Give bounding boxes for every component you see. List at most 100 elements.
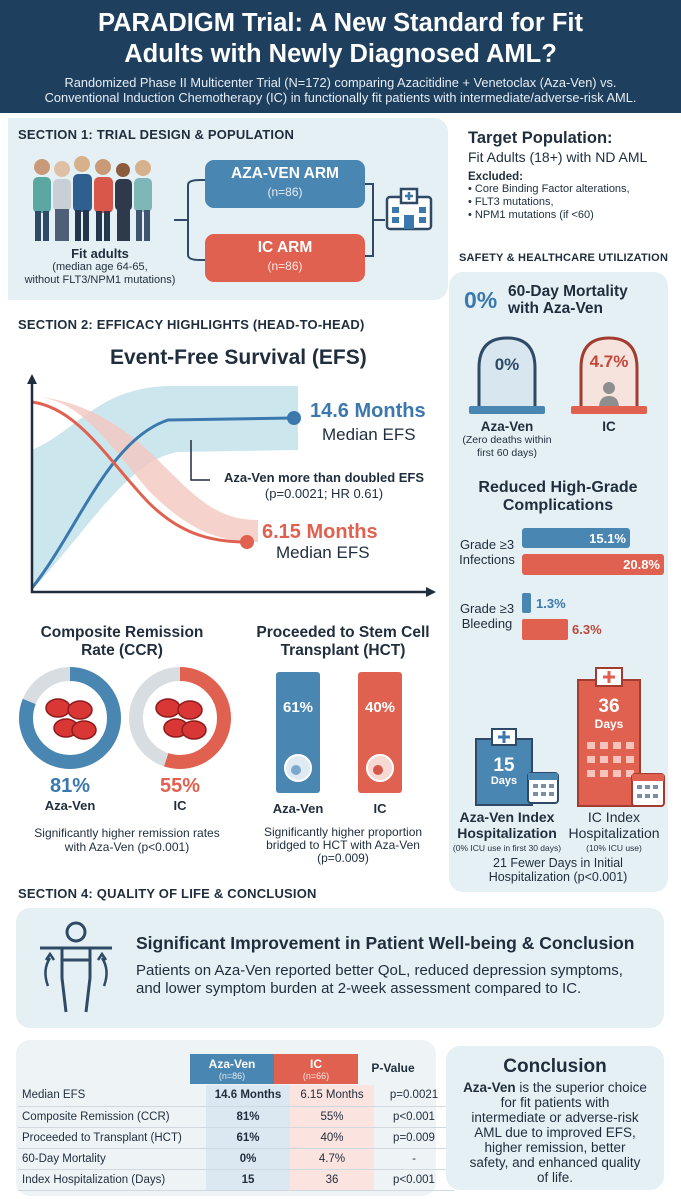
qol-title: Significant Improvement in Patient Well-… (136, 933, 635, 953)
wellbeing-person-icon (40, 921, 112, 1013)
hct-title-1: Proceeded to Stem Cell (256, 624, 430, 641)
red-blood-cell-icon (71, 720, 97, 740)
subtitle-line-1: Randomized Phase II Multicenter Trial (N… (64, 75, 617, 90)
ccr-title: Composite Remission Rate (CCR) (12, 624, 232, 660)
table-cell-metric: Index Hospitalization (Days) (18, 1169, 206, 1191)
target-title: Target Population: (468, 129, 613, 147)
ccr-ic-donut-arc (129, 667, 231, 769)
table-cell-p: - (374, 1148, 454, 1170)
stone-aza-value: 0% (494, 355, 520, 374)
person-icon (53, 161, 71, 241)
efs-chart-title: Event-Free Survival (EFS) (110, 346, 367, 369)
bleeding-bar-ic (522, 619, 568, 640)
subtitle-line-2: Conventional Induction Chemotherapy (IC)… (44, 90, 637, 105)
ccr-title-2: Rate (CCR) (81, 642, 163, 659)
table-cell-p: p=0.009 (374, 1127, 454, 1149)
ccr-note-2: with Aza-Ven (p<0.001) (64, 840, 190, 854)
section2-title: SECTION 2: EFFICACY HIGHLIGHTS (HEAD-TO-… (18, 317, 365, 332)
ic-efs-label: Median EFS (276, 543, 370, 562)
tombstone-aza-icon (469, 336, 545, 414)
table-col-ic: IC (310, 1057, 322, 1071)
header-banner: PARADIGM Trial: A New Standard for Fit A… (0, 0, 681, 113)
infect-label-1: Grade ≥3 (459, 537, 515, 552)
qol-line-1: Patients on Aza-Ven reported better QoL,… (136, 962, 623, 979)
ccr-ic-label: IC (173, 798, 187, 813)
table-col-p: P-Value (371, 1061, 415, 1075)
infections-bar-ic (522, 554, 664, 575)
hosp-aza-note: (0% ICU use in first 30 days) (452, 843, 562, 853)
table-cell-metric: Proceeded to Transplant (HCT) (18, 1127, 206, 1149)
hospital-icon (385, 187, 433, 231)
mortality-label: 60-Day Mortality with Aza-Ven (508, 283, 628, 317)
table-cell-aza: 15 (206, 1169, 290, 1191)
excluded-label: Excluded: (468, 171, 523, 183)
person-icon (134, 160, 152, 241)
hosp-aza-days-word: Days (490, 775, 518, 787)
hct-aza-value: 61% (282, 699, 314, 716)
conclusion-bold: Aza-Ven (463, 1080, 516, 1095)
page-title: PARADIGM Trial: A New Standard for Fit A… (0, 8, 681, 70)
table-cell-ic: 6.15 Months (290, 1085, 374, 1107)
ccr-donuts (19, 667, 231, 769)
patients-group-icon (33, 156, 152, 241)
hct-title-2: Transplant (HCT) (280, 642, 406, 659)
hosp-ic-note: (10% ICU use) (586, 843, 642, 853)
section4-title: SECTION 4: QUALITY OF LIFE & CONCLUSION (18, 886, 317, 901)
infections-label: Grade ≥3 Infections (452, 537, 522, 567)
bleeding-bar-aza (522, 593, 531, 613)
table-cell-p: p<0.001 (374, 1106, 454, 1128)
aza-efs-months: 14.6 Months (310, 400, 426, 422)
stem-cell-icon (366, 754, 394, 782)
ic-efs-curve (31, 400, 247, 544)
stem-cell-icon (284, 754, 312, 782)
table-cell-p: p<0.001 (374, 1169, 454, 1191)
table-cell-ic: 55% (290, 1106, 374, 1128)
aza-hospital-building-icon (475, 728, 559, 806)
mortality-aza-caption: Aza-Ven (Zero deaths within first 60 day… (452, 419, 562, 460)
infections-bar-aza (522, 528, 630, 548)
aza-efs-label: Median EFS (322, 425, 416, 444)
table-cell-metric: Composite Remission (CCR) (18, 1106, 206, 1128)
arm2-title: IC ARM (257, 239, 313, 256)
excluded-item-text: Core Binding Factor alterations, (474, 183, 630, 195)
table-row: Index Hospitalization (Days) 15 36 p<0.001 (18, 1169, 454, 1191)
table-cell-aza: 81% (206, 1106, 290, 1128)
conclusion-line-1: is the superior choice (515, 1080, 647, 1095)
conclusion-title: Conclusion (503, 1056, 607, 1077)
red-blood-cell-icon (67, 700, 93, 720)
hosp-ic-days-word: Days (594, 717, 624, 731)
conclusion-body: Aza-Ven is the superior choice for fit p… (446, 1080, 664, 1185)
conclusion-line-5: higher remission, better (484, 1140, 626, 1155)
table-header-ic: IC (n=66) (274, 1054, 358, 1084)
person-icon (73, 156, 92, 241)
table-cell-ic: 4.7% (290, 1148, 374, 1170)
target-desc: Fit Adults (18+) with ND AML (468, 149, 648, 165)
table-row: Composite Remission (CCR) 81% 55% p<0.001 (18, 1106, 454, 1128)
summary-table: Median EFS 14.6 Months 6.15 Months p=0.0021… (18, 1085, 454, 1191)
hosp-ic-line-2: Hospitalization (568, 825, 660, 841)
safety-title: SAFETY & HEALTHCARE UTILIZATION (459, 252, 669, 264)
conclusion-line-3: intermediate or adverse-risk (471, 1110, 639, 1125)
ic-arm-box: IC ARM (n=86) (205, 234, 365, 282)
excluded-item-text: FLT3 mutations, (474, 196, 554, 208)
people-label: Fit adults (71, 246, 129, 261)
mortality-ic-label: IC (602, 419, 616, 434)
table-cell-ic: 36 (290, 1169, 374, 1191)
aza-median-marker (287, 411, 301, 425)
excluded-item-text: NPM1 mutations (if <60) (474, 209, 594, 221)
table-col-aza: Aza-Ven (208, 1057, 256, 1071)
table-col-aza-n: (n=86) (218, 1071, 246, 1081)
people-sub-1: (median age 64-65, (52, 261, 148, 273)
complications-title: Reduced High-Grade Complications (452, 479, 664, 515)
red-blood-cell-icon (155, 698, 181, 718)
bleeding-label: Grade ≥3 Bleeding (452, 601, 522, 631)
table-row: 60-Day Mortality 0% 4.7% - (18, 1148, 454, 1170)
mortality-line-2: with Aza-Ven (508, 300, 604, 317)
infections-ic-value: 20.8% (623, 557, 660, 572)
qol-panel (16, 908, 664, 1028)
table-cell-aza: 0% (206, 1148, 290, 1170)
hct-note-3: (p=0.009) (317, 851, 369, 865)
efs-chart (27, 374, 436, 597)
hosp-aza-line-1: Aza-Ven Index (459, 809, 555, 825)
mortality-aza-note-1: (Zero deaths within (462, 434, 552, 446)
